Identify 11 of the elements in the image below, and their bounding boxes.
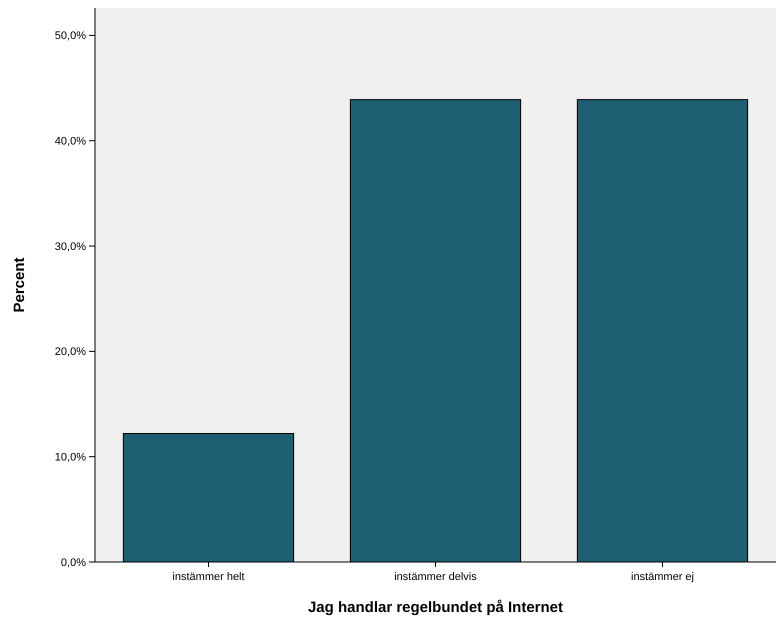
y-tick-label: 40,0% bbox=[54, 136, 86, 148]
y-tick-label: 10,0% bbox=[54, 452, 86, 464]
y-tick-label: 20,0% bbox=[54, 346, 86, 358]
x-tick-label: instämmer ej bbox=[631, 571, 694, 583]
x-axis-title: Jag handlar regelbundet på Internet bbox=[308, 599, 564, 616]
y-tick-label: 0,0% bbox=[60, 556, 86, 569]
x-tick-label: instämmer delvis bbox=[394, 571, 478, 583]
y-axis-title: Percent bbox=[11, 257, 28, 313]
y-tick-label: 30,0% bbox=[54, 240, 86, 253]
y-tick-label: 50,0% bbox=[54, 30, 86, 42]
x-tick-label: instämmer helt bbox=[172, 571, 245, 583]
